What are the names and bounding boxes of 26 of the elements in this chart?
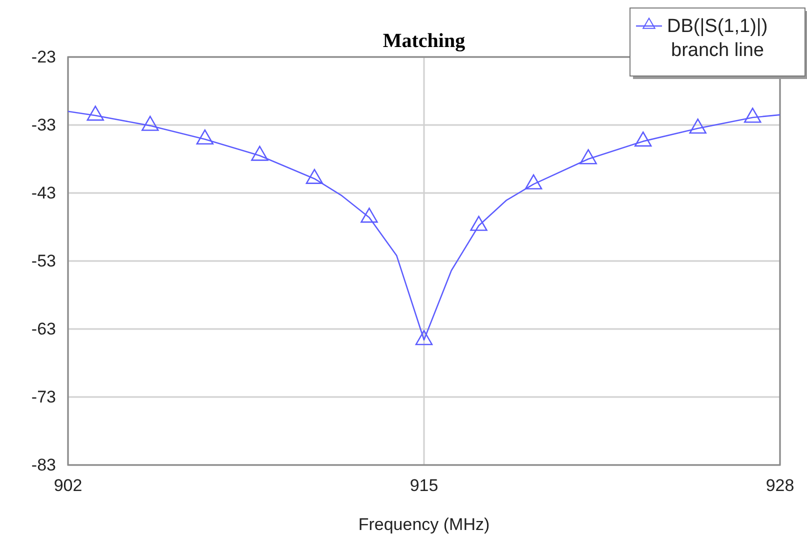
point bbox=[744, 108, 762, 123]
y-tick-label: -23 bbox=[31, 47, 56, 66]
x-tick-label: 928 bbox=[766, 476, 794, 496]
point bbox=[360, 208, 378, 223]
point bbox=[580, 149, 597, 164]
point bbox=[142, 116, 159, 131]
y-tick-label: -43 bbox=[31, 183, 56, 202]
point bbox=[415, 330, 433, 346]
x-tick-label: 915 bbox=[410, 476, 438, 496]
point bbox=[306, 168, 324, 184]
point bbox=[634, 131, 652, 147]
point bbox=[196, 129, 214, 145]
y-tick-label: -73 bbox=[31, 387, 56, 406]
y-tick-label: -63 bbox=[31, 319, 56, 338]
point bbox=[86, 106, 104, 121]
point bbox=[251, 146, 268, 161]
chart-title: Matching bbox=[382, 30, 466, 52]
y-tick-label: -33 bbox=[31, 115, 56, 134]
x-tick-label: 902 bbox=[54, 476, 82, 496]
point bbox=[689, 118, 706, 134]
legend-label: DB(|S(1,1)|) branch line bbox=[667, 16, 768, 61]
point bbox=[524, 174, 542, 190]
point bbox=[470, 216, 488, 231]
y-tick-label: -53 bbox=[31, 251, 56, 270]
y-tick-label: -83 bbox=[31, 455, 56, 474]
x-axis-title: Frequency (MHz) bbox=[358, 515, 490, 534]
